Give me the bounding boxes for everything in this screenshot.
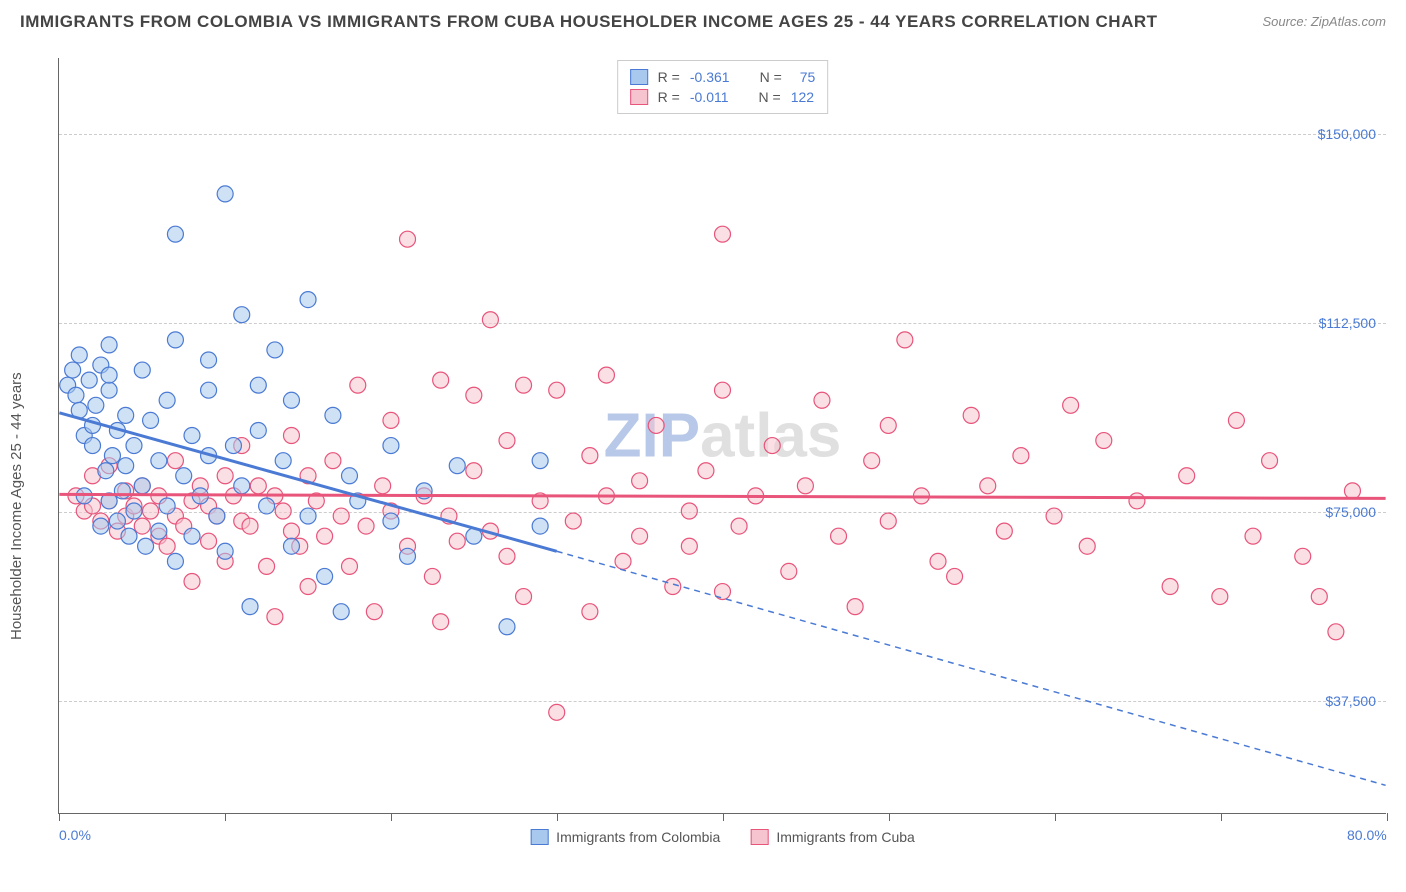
x-tick [889, 813, 890, 821]
source-label: Source: ZipAtlas.com [1262, 14, 1386, 29]
x-tick [557, 813, 558, 821]
n-label: N = [759, 89, 781, 105]
swatch-cuba [630, 89, 648, 105]
legend-label-cuba: Immigrants from Cuba [776, 829, 914, 845]
x-tick [1387, 813, 1388, 821]
legend-item-colombia: Immigrants from Colombia [530, 829, 720, 845]
x-tick [225, 813, 226, 821]
regression-line-cuba [59, 494, 1385, 498]
n-value-cuba: 122 [791, 89, 814, 105]
swatch-cuba [750, 829, 768, 845]
x-tick [59, 813, 60, 821]
x-tick [391, 813, 392, 821]
r-value-colombia: -0.361 [690, 69, 730, 85]
x-tick [1221, 813, 1222, 821]
series-legend: Immigrants from Colombia Immigrants from… [530, 829, 915, 845]
r-label: R = [658, 69, 680, 85]
x-tick-label: 80.0% [1347, 827, 1387, 843]
legend-row-cuba: R = -0.011 N = 122 [630, 87, 816, 107]
swatch-colombia [530, 829, 548, 845]
chart-plot-area: ZIPatlas R = -0.361 N = 75 R = -0.011 N … [58, 58, 1386, 814]
correlation-legend: R = -0.361 N = 75 R = -0.011 N = 122 [617, 60, 829, 114]
r-value-cuba: -0.011 [690, 89, 729, 105]
swatch-colombia [630, 69, 648, 85]
x-tick-label: 0.0% [59, 827, 91, 843]
x-tick [1055, 813, 1056, 821]
regression-lines-layer [59, 58, 1386, 813]
chart-title: IMMIGRANTS FROM COLOMBIA VS IMMIGRANTS F… [20, 12, 1158, 32]
n-value-colombia: 75 [800, 69, 816, 85]
legend-label-colombia: Immigrants from Colombia [556, 829, 720, 845]
legend-item-cuba: Immigrants from Cuba [750, 829, 914, 845]
regression-extrapolation-colombia [557, 551, 1386, 785]
regression-line-colombia [59, 413, 556, 551]
legend-row-colombia: R = -0.361 N = 75 [630, 67, 816, 87]
y-axis-label: Householder Income Ages 25 - 44 years [8, 372, 25, 640]
x-tick [723, 813, 724, 821]
r-label: R = [658, 89, 680, 105]
n-label: N = [760, 69, 782, 85]
